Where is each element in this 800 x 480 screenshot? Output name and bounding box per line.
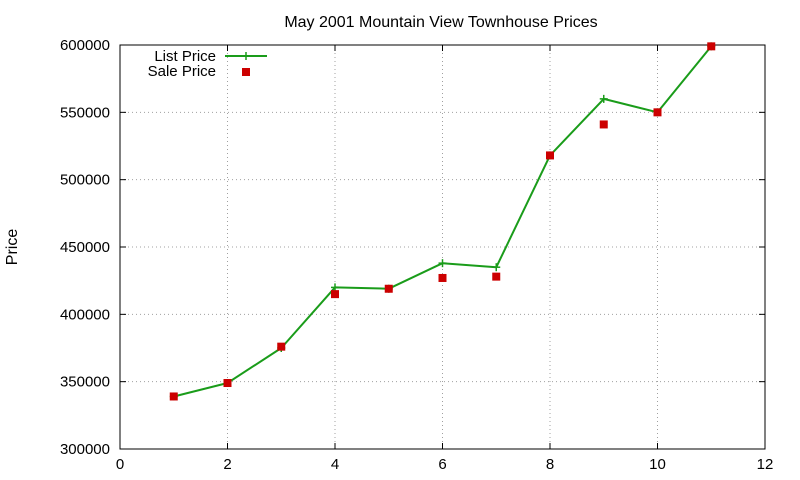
x-tick-label: 6 xyxy=(438,456,446,473)
list-price-point xyxy=(599,94,608,103)
y-tick-label: 400000 xyxy=(60,306,110,323)
chart-title: May 2001 Mountain View Townhouse Prices xyxy=(284,14,597,31)
grid-lines xyxy=(120,45,765,449)
x-tick-label: 8 xyxy=(546,456,554,473)
legend-label-list-price: List Price xyxy=(154,48,216,65)
y-tick-label: 300000 xyxy=(60,441,110,458)
sale-price-point xyxy=(653,108,662,117)
sale-price-point xyxy=(169,392,178,401)
x-tick-label: 0 xyxy=(116,456,124,473)
y-tick-label: 500000 xyxy=(60,172,110,189)
list-price-point xyxy=(438,259,447,268)
data-series xyxy=(169,42,716,401)
legend-label-sale-price: Sale Price xyxy=(148,63,216,80)
sale-price-point xyxy=(277,342,286,351)
sale-price-point xyxy=(331,290,339,299)
y-tick-label: 550000 xyxy=(60,104,110,121)
sale-price-point xyxy=(492,272,501,281)
legend: List Price Sale Price xyxy=(148,48,267,80)
sale-price-point xyxy=(223,379,232,388)
y-tick-label: 450000 xyxy=(60,239,110,256)
sale-price-point xyxy=(438,273,447,282)
y-tick-label: 350000 xyxy=(60,374,110,391)
y-tick-label: 600000 xyxy=(60,37,110,54)
y-axis-label: Price xyxy=(4,229,21,266)
x-tick-label: 2 xyxy=(223,456,231,473)
sale-price-point xyxy=(599,120,608,129)
axis-ticks: 0 2 4 6 8 10 12 300000 350000 400000 450000 500000 5… xyxy=(60,37,773,473)
x-tick-label: 4 xyxy=(331,456,339,473)
sale-price-point xyxy=(546,151,554,160)
list-price-point xyxy=(492,263,501,272)
list-price-point xyxy=(331,283,339,292)
x-tick-label: 12 xyxy=(757,456,774,473)
sale-price-point xyxy=(707,42,716,51)
legend-swatch-sale-price xyxy=(242,68,250,76)
sale-price-point xyxy=(384,284,393,293)
x-tick-label: 10 xyxy=(649,456,666,473)
legend-marker-list-price xyxy=(242,52,250,60)
